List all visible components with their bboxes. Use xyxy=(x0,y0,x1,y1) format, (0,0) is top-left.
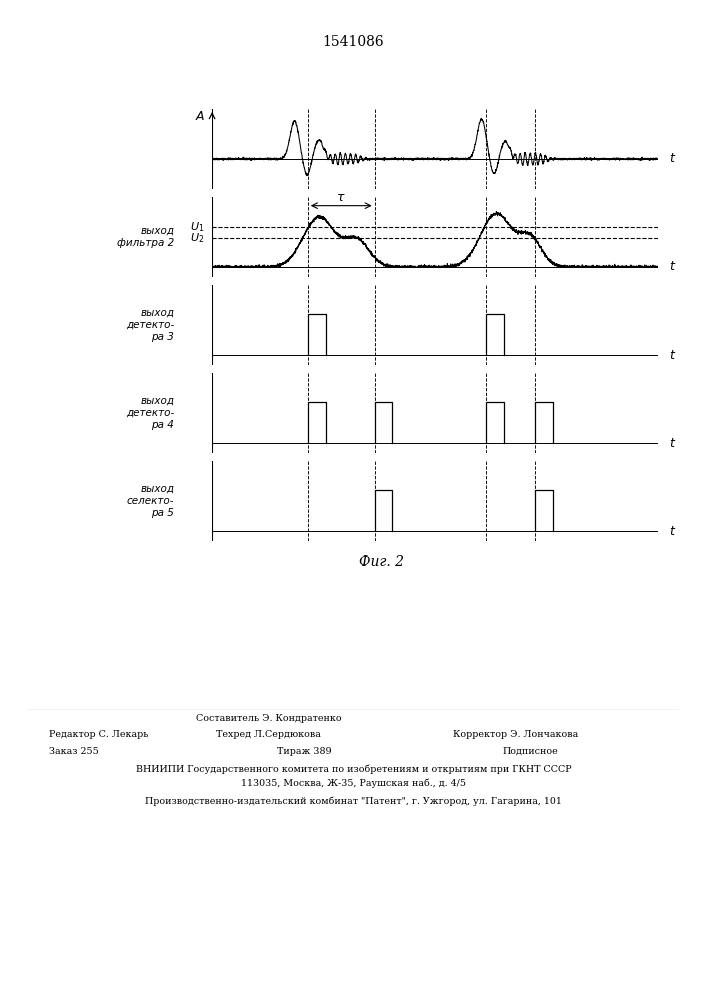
Text: $t$: $t$ xyxy=(669,437,676,450)
Text: $t$: $t$ xyxy=(669,152,676,165)
Text: Подписное: Подписное xyxy=(503,747,558,756)
Text: $A$: $A$ xyxy=(195,110,206,123)
Text: 113035, Москва, Ж-35, Раушская наб., д. 4/5: 113035, Москва, Ж-35, Раушская наб., д. … xyxy=(241,779,466,788)
Text: выход
фильтра 2: выход фильтра 2 xyxy=(117,226,174,248)
Text: Редактор С. Лекарь: Редактор С. Лекарь xyxy=(49,730,149,739)
Text: Техред Л.Сердюкова: Техред Л.Сердюкова xyxy=(216,730,321,739)
Text: Фиг. 2: Фиг. 2 xyxy=(359,555,404,569)
Text: Производственно-издательский комбинат "Патент", г. Ужгород, ул. Гагарина, 101: Производственно-издательский комбинат "П… xyxy=(145,797,562,806)
Text: выход
детекто-
ра 4: выход детекто- ра 4 xyxy=(126,396,174,430)
Text: 1541086: 1541086 xyxy=(322,35,385,49)
Text: $t$: $t$ xyxy=(669,349,676,362)
Text: Заказ 255: Заказ 255 xyxy=(49,747,99,756)
Text: $t$: $t$ xyxy=(669,525,676,538)
Text: $U_1$: $U_1$ xyxy=(189,220,204,234)
Text: выход
детекто-
ра 3: выход детекто- ра 3 xyxy=(126,308,174,342)
Text: Корректор Э. Лончакова: Корректор Э. Лончакова xyxy=(453,730,579,739)
Text: Составитель Э. Кондратенко: Составитель Э. Кондратенко xyxy=(196,714,341,723)
Text: выход
селекто-
ра 5: выход селекто- ра 5 xyxy=(127,484,174,518)
Text: ВНИИПИ Государственного комитета по изобретениям и открытиям при ГКНТ СССР: ВНИИПИ Государственного комитета по изоб… xyxy=(136,764,571,774)
Text: $U_2$: $U_2$ xyxy=(189,231,204,245)
Text: $t$: $t$ xyxy=(669,260,676,273)
Text: $\tau$: $\tau$ xyxy=(337,191,346,204)
Text: Тираж 389: Тираж 389 xyxy=(276,747,332,756)
